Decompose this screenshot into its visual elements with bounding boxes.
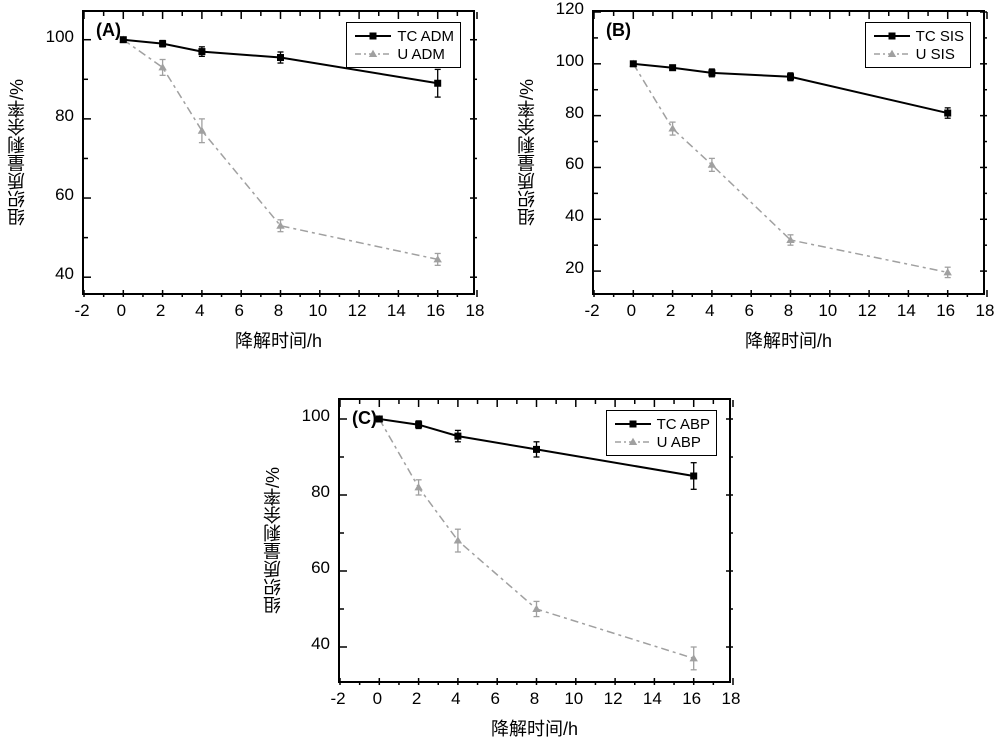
legend-item: TC SIS xyxy=(872,27,964,45)
x-tick-label: 12 xyxy=(847,301,887,321)
x-tick-label: 6 xyxy=(729,301,769,321)
x-tick-label: 12 xyxy=(593,689,633,709)
y-tick-label: 20 xyxy=(544,258,584,278)
legend: TC ADMU ADM xyxy=(346,22,461,68)
x-tick-label: 12 xyxy=(337,301,377,321)
legend-label: U SIS xyxy=(916,46,955,63)
panel-letter: (B) xyxy=(606,20,631,41)
legend-marker-icon xyxy=(613,415,653,433)
x-tick-label: 0 xyxy=(357,689,397,709)
y-tick-label: 80 xyxy=(34,106,74,126)
y-tick-label: 40 xyxy=(34,264,74,284)
x-tick-label: 4 xyxy=(690,301,730,321)
legend-label: TC ABP xyxy=(657,416,710,433)
x-tick-label: 8 xyxy=(259,301,299,321)
legend-label: U ABP xyxy=(657,434,701,451)
x-tick-label: 18 xyxy=(711,689,751,709)
legend-marker-icon xyxy=(872,45,912,63)
y-tick-label: 100 xyxy=(290,406,330,426)
x-tick-label: 8 xyxy=(515,689,555,709)
legend-label: TC ADM xyxy=(397,28,454,45)
x-tick-label: -2 xyxy=(62,301,102,321)
x-tick-label: 4 xyxy=(180,301,220,321)
y-tick-label: 80 xyxy=(544,103,584,123)
legend-marker-icon xyxy=(872,27,912,45)
legend-item: U SIS xyxy=(872,45,964,63)
x-tick-label: 0 xyxy=(611,301,651,321)
x-tick-label: 6 xyxy=(219,301,259,321)
y-axis-label: 组织质量剩余率/% xyxy=(514,10,540,295)
y-tick-label: 120 xyxy=(544,0,584,19)
y-tick-label: 80 xyxy=(290,482,330,502)
legend-item: U ABP xyxy=(613,433,710,451)
legend-item: TC ABP xyxy=(613,415,710,433)
x-tick-label: 10 xyxy=(554,689,594,709)
x-tick-label: 14 xyxy=(886,301,926,321)
legend-marker-icon xyxy=(353,27,393,45)
y-tick-label: 40 xyxy=(290,634,330,654)
y-axis-label: 组织质量剩余率/% xyxy=(4,10,30,295)
plot-C: TC ABPU ABP xyxy=(338,398,731,683)
legend-marker-icon xyxy=(353,45,393,63)
legend-label: TC SIS xyxy=(916,28,964,45)
x-axis-label: 降解时间/h xyxy=(82,327,475,353)
plot-B: TC SISU SIS xyxy=(592,10,985,295)
x-tick-label: 18 xyxy=(455,301,495,321)
x-tick-label: 18 xyxy=(965,301,1000,321)
legend-item: U ADM xyxy=(353,45,454,63)
x-tick-label: 2 xyxy=(141,301,181,321)
legend-item: TC ADM xyxy=(353,27,454,45)
x-tick-label: 16 xyxy=(672,689,712,709)
legend-label: U ADM xyxy=(397,46,445,63)
x-tick-label: 14 xyxy=(632,689,672,709)
panel-letter: (A) xyxy=(96,20,121,41)
plot-A: TC ADMU ADM xyxy=(82,10,475,295)
x-tick-label: 16 xyxy=(926,301,966,321)
y-tick-label: 100 xyxy=(34,27,74,47)
legend: TC SISU SIS xyxy=(865,22,971,68)
x-tick-label: -2 xyxy=(572,301,612,321)
x-axis-label: 降解时间/h xyxy=(592,327,985,353)
x-axis-label: 降解时间/h xyxy=(338,715,731,741)
figure-container: TC ADMU ADM-2024681012141618406080100降解时… xyxy=(0,0,1000,745)
x-tick-label: 4 xyxy=(436,689,476,709)
x-tick-label: 8 xyxy=(769,301,809,321)
x-tick-label: 0 xyxy=(101,301,141,321)
y-tick-label: 100 xyxy=(544,51,584,71)
x-tick-label: 6 xyxy=(475,689,515,709)
y-tick-label: 60 xyxy=(544,154,584,174)
x-tick-label: 2 xyxy=(651,301,691,321)
legend-marker-icon xyxy=(613,433,653,451)
x-tick-label: 10 xyxy=(298,301,338,321)
x-tick-label: 14 xyxy=(376,301,416,321)
x-tick-label: 2 xyxy=(397,689,437,709)
legend: TC ABPU ABP xyxy=(606,410,717,456)
x-tick-label: -2 xyxy=(318,689,358,709)
y-axis-label: 组织质量剩余率/% xyxy=(260,398,286,683)
x-tick-label: 16 xyxy=(416,301,456,321)
y-tick-label: 60 xyxy=(290,558,330,578)
y-tick-label: 40 xyxy=(544,206,584,226)
y-tick-label: 60 xyxy=(34,185,74,205)
panel-letter: (C) xyxy=(352,408,377,429)
x-tick-label: 10 xyxy=(808,301,848,321)
